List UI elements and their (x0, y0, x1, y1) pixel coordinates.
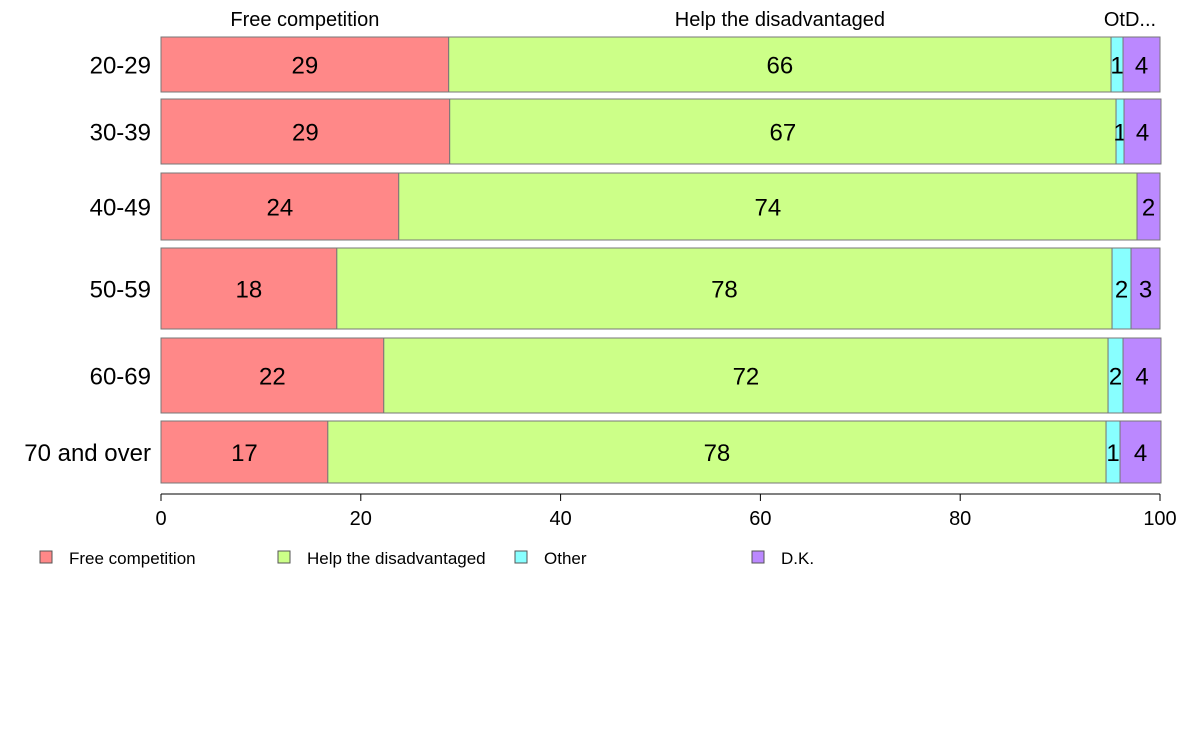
bar-segment (160, 172, 400, 241)
legend-label: Other (544, 549, 587, 568)
data-label: 22 (259, 364, 286, 391)
category-label: 60-69 (90, 364, 151, 391)
category-label: 20-29 (90, 53, 151, 80)
data-label: 2 (1142, 195, 1155, 222)
data-label: 4 (1135, 53, 1148, 80)
bar-row: 40-49 24 74 2 (90, 172, 1161, 241)
bar-row: 20-29 29 66 1 4 (90, 36, 1161, 93)
legend-label: Free competition (69, 549, 196, 568)
bar-row: 30-39 29 67 1 4 (90, 98, 1162, 165)
data-label: 66 (767, 53, 794, 80)
bar-segment (160, 420, 329, 484)
x-tick-label: 80 (949, 508, 971, 530)
bar-segment (1122, 337, 1162, 414)
legend-label: D.K. (781, 549, 814, 568)
x-tick-label: 0 (155, 508, 166, 530)
x-tick-label: 60 (749, 508, 771, 530)
bar-segment (448, 36, 1112, 93)
data-label: 1 (1113, 120, 1126, 147)
x-tick-label: 40 (549, 508, 571, 530)
top-label-1: Help the disadvantaged (675, 9, 885, 31)
data-label: 29 (292, 120, 319, 147)
legend-swatch (277, 550, 291, 564)
bar-segment (1123, 98, 1162, 165)
data-label: 1 (1110, 53, 1123, 80)
data-label: 72 (733, 364, 760, 391)
data-label: 78 (711, 277, 738, 304)
bar-segment (327, 420, 1107, 484)
bar-segment (449, 98, 1117, 165)
top-segment-labels: Free competition Help the disadvantaged Ot… (230, 9, 1156, 31)
bar-segment (160, 98, 451, 165)
bar-row: 70 and over 17 78 1 4 (24, 420, 1162, 484)
bar-segment (1136, 172, 1161, 241)
data-label: 18 (236, 277, 263, 304)
category-label: 50-59 (90, 277, 151, 304)
data-label: 67 (770, 120, 797, 147)
bar-segment (160, 337, 385, 414)
category-label: 70 and over (24, 440, 151, 467)
category-label: 40-49 (90, 195, 151, 222)
data-label: 74 (755, 195, 782, 222)
legend-swatch (514, 550, 528, 564)
x-tick-label: 100 (1143, 508, 1176, 530)
bar-rows: 20-29 29 66 1 430-39 29 67 1 440-49 24 74 250-59 18 7… (24, 36, 1162, 484)
data-label: 4 (1135, 364, 1148, 391)
data-label: 4 (1136, 120, 1149, 147)
data-label: 2 (1109, 364, 1122, 391)
bar-segment (1130, 247, 1161, 330)
bar-segment (1122, 36, 1161, 93)
x-axis: 0 20 40 60 80 100 (155, 493, 1177, 530)
bar-segment (1119, 420, 1162, 484)
bar-segment (160, 36, 450, 93)
legend-swatch (39, 550, 53, 564)
data-label: 1 (1106, 440, 1119, 467)
data-label: 17 (231, 440, 258, 467)
data-label: 24 (267, 195, 294, 222)
legend: Free competition Help the disadvantaged Ot… (39, 549, 814, 568)
bar-row: 60-69 22 72 2 4 (90, 337, 1162, 414)
top-label-2: OtD... (1104, 9, 1156, 31)
data-label: 3 (1139, 277, 1152, 304)
bar-segment (160, 247, 338, 330)
legend-label: Help the disadvantaged (307, 549, 486, 568)
legend-swatch (751, 550, 765, 564)
data-label: 4 (1134, 440, 1147, 467)
top-label-0: Free competition (230, 9, 379, 31)
data-label: 29 (292, 53, 319, 80)
bar-segment (383, 337, 1109, 414)
x-tick-label: 20 (350, 508, 372, 530)
data-label: 78 (704, 440, 731, 467)
bar-row: 50-59 18 78 2 3 (90, 247, 1161, 330)
data-label: 2 (1115, 277, 1128, 304)
category-label: 30-39 (90, 120, 151, 147)
